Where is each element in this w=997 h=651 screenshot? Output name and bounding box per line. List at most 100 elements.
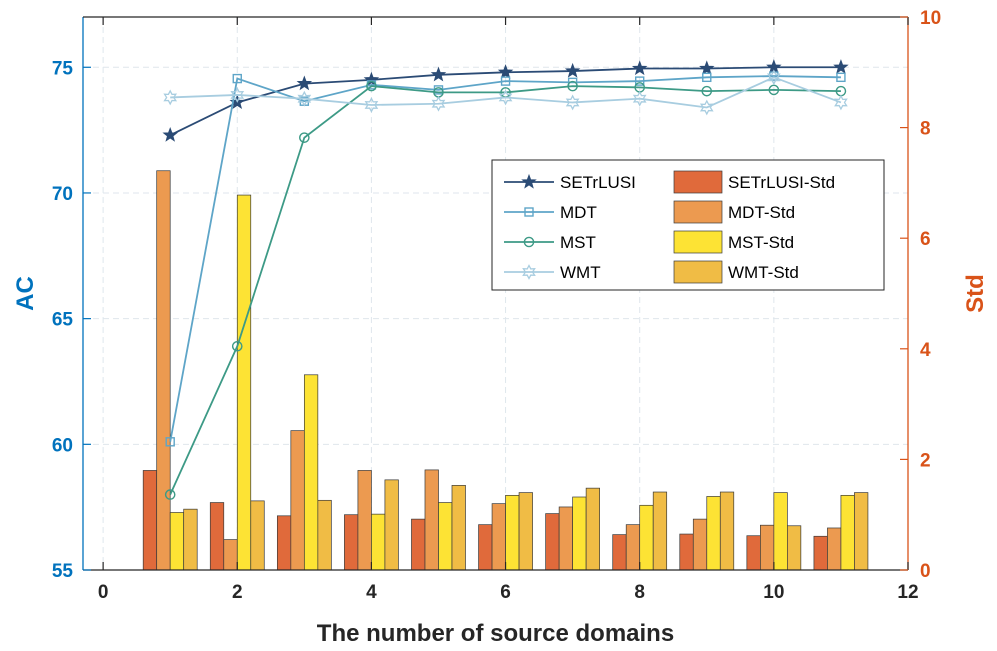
point <box>230 87 245 103</box>
bar <box>719 491 735 571</box>
point <box>632 90 647 107</box>
point <box>567 80 578 92</box>
point <box>364 97 379 113</box>
ticks: 0 2 4 6 8 10 12 55 60 65 70 75 0 2 4 6 8 10 <box>52 8 941 603</box>
legend-swatch <box>673 260 723 284</box>
point <box>498 89 513 106</box>
bar <box>706 496 721 571</box>
point <box>163 89 178 106</box>
bar <box>787 525 802 571</box>
point <box>836 72 846 83</box>
point <box>702 72 712 83</box>
right-axis-title: Std <box>962 274 989 313</box>
point <box>564 62 581 78</box>
bar <box>438 502 453 571</box>
x-tick-label: 12 <box>897 582 918 603</box>
bar <box>773 492 788 571</box>
lines <box>162 59 849 500</box>
legend-label: WMT <box>560 263 601 282</box>
point <box>834 94 848 111</box>
bar <box>183 508 198 571</box>
x-tick-label: 4 <box>366 582 377 603</box>
point <box>767 69 781 86</box>
bar <box>572 496 587 571</box>
bar <box>357 470 372 571</box>
axes <box>82 16 909 571</box>
right-tick-label: 10 <box>920 8 941 29</box>
point <box>299 132 310 143</box>
bar <box>371 513 386 571</box>
point <box>521 173 537 189</box>
series-line <box>169 85 841 495</box>
point <box>635 76 645 86</box>
point <box>522 264 536 280</box>
bar <box>303 374 319 571</box>
right-tick-label: 4 <box>920 340 931 361</box>
legend-swatch <box>673 170 723 194</box>
left-tick-label: 70 <box>52 184 73 205</box>
bar <box>290 430 305 571</box>
bar <box>169 512 185 571</box>
point <box>699 60 715 76</box>
bar <box>545 513 560 571</box>
bar <box>652 491 668 571</box>
bars <box>142 170 869 571</box>
point <box>768 84 780 96</box>
right-tick-label: 0 <box>920 561 931 582</box>
bar <box>854 492 869 571</box>
point <box>430 66 447 82</box>
bar <box>612 534 627 571</box>
bar <box>411 518 426 571</box>
point <box>296 75 313 91</box>
point <box>232 73 242 84</box>
legend-label: SETrLUSI <box>560 173 636 192</box>
bar <box>692 518 708 571</box>
bar <box>518 492 533 571</box>
x-tick-label: 8 <box>634 582 645 603</box>
bar <box>451 485 466 571</box>
legend-label: MST-Std <box>728 233 794 252</box>
x-tick-label: 10 <box>763 582 784 603</box>
legend-label: SETrLUSI-Std <box>728 173 835 192</box>
legend: SETrLUSI MDT MST WMT SETrLUSI-Std MDT-Std MST-… <box>491 159 885 291</box>
series-line <box>170 76 842 109</box>
left-tick-label: 65 <box>52 310 74 331</box>
x-tick-label: 6 <box>500 582 511 603</box>
bar <box>827 527 842 571</box>
bar <box>639 504 654 571</box>
bar <box>679 533 694 571</box>
point <box>833 59 849 74</box>
point <box>631 60 648 76</box>
bar <box>236 194 252 571</box>
bar <box>505 494 520 571</box>
bar <box>840 494 855 571</box>
bar <box>317 499 332 571</box>
right-tick-label: 2 <box>920 450 931 471</box>
left-axis-title: AC <box>12 276 39 311</box>
point <box>162 126 178 142</box>
legend-label: MDT-Std <box>728 203 795 222</box>
x-tick-label: 0 <box>98 582 109 603</box>
legend-swatch <box>673 200 723 224</box>
series-line <box>169 75 841 442</box>
right-tick-label: 6 <box>920 229 931 250</box>
bar <box>625 524 641 571</box>
left-tick-label: 75 <box>52 58 74 79</box>
left-tick-label: 55 <box>52 561 74 582</box>
right-tick-label: 8 <box>920 119 931 140</box>
point <box>701 85 713 97</box>
point <box>497 64 514 79</box>
legend-label: MST <box>560 233 596 252</box>
bar <box>760 524 775 571</box>
bar <box>424 469 439 571</box>
point <box>297 90 312 107</box>
left-tick-label: 60 <box>52 435 73 456</box>
point <box>165 437 175 447</box>
point <box>431 95 446 112</box>
point <box>363 71 380 87</box>
bar <box>209 502 225 571</box>
bar <box>223 539 238 571</box>
point <box>565 94 580 111</box>
point <box>231 340 243 352</box>
